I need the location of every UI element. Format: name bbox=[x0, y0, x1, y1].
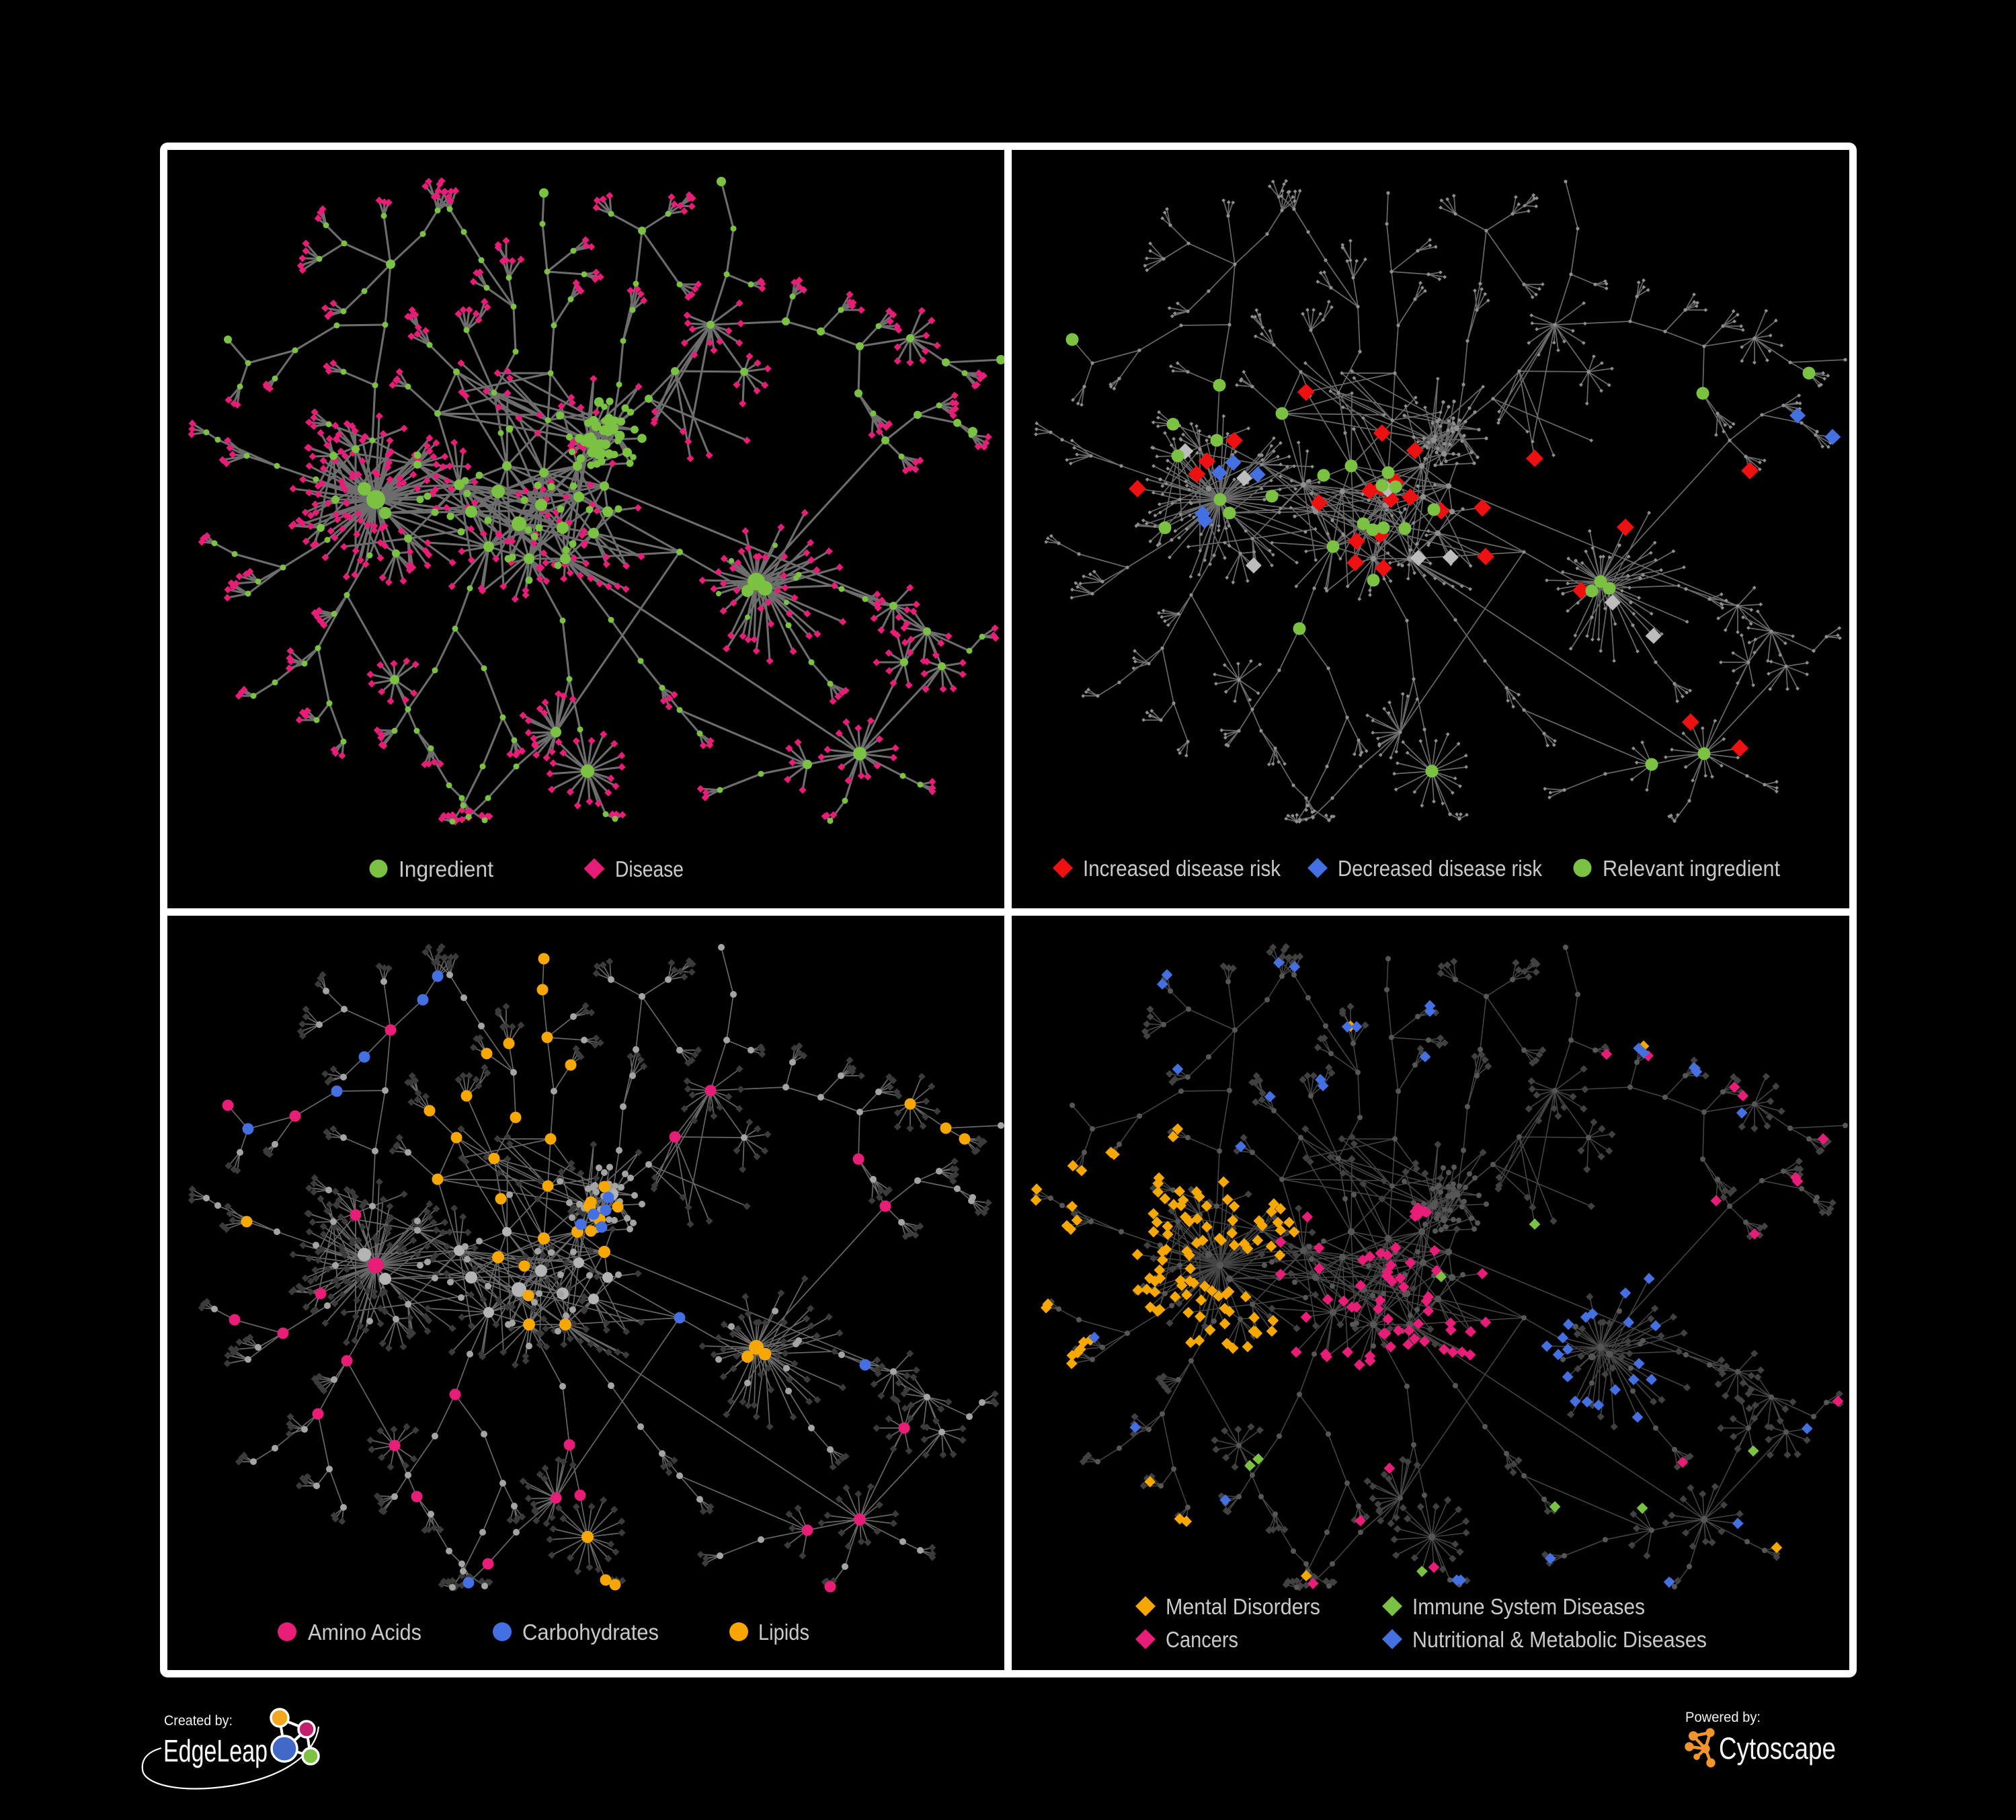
svg-text:Immune System Diseases: Immune System Diseases bbox=[1412, 1594, 1645, 1619]
svg-text:Created by:: Created by: bbox=[164, 1713, 233, 1729]
svg-text:Cancers: Cancers bbox=[1166, 1627, 1238, 1652]
svg-text:Powered by:: Powered by: bbox=[1685, 1710, 1761, 1725]
svg-text:Lipids: Lipids bbox=[758, 1620, 809, 1645]
svg-text:Relevant ingredient: Relevant ingredient bbox=[1603, 856, 1780, 881]
svg-text:Carbohydrates: Carbohydrates bbox=[522, 1620, 659, 1645]
svg-text:EdgeLeap: EdgeLeap bbox=[163, 1733, 268, 1768]
svg-text:Decreased disease risk: Decreased disease risk bbox=[1338, 856, 1542, 881]
svg-text:Disease: Disease bbox=[615, 857, 684, 881]
svg-text:Ingredient: Ingredient bbox=[399, 857, 493, 881]
svg-text:Mental Disorders: Mental Disorders bbox=[1166, 1594, 1320, 1619]
svg-text:Amino Acids: Amino Acids bbox=[308, 1620, 421, 1645]
svg-text:Increased disease risk: Increased disease risk bbox=[1083, 856, 1281, 881]
svg-text:Cytoscape: Cytoscape bbox=[1719, 1731, 1836, 1766]
svg-text:Nutritional & Metabolic Diseas: Nutritional & Metabolic Diseases bbox=[1412, 1627, 1707, 1652]
